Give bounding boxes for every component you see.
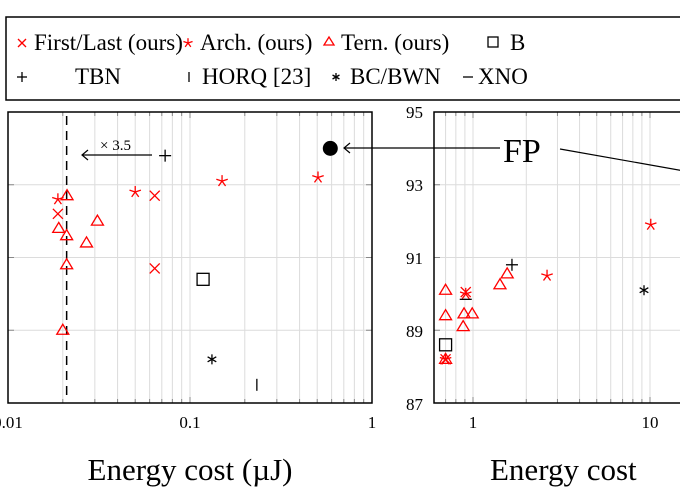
grid <box>434 112 680 403</box>
x-tick-label: 0.1 <box>179 413 200 432</box>
marker-star <box>312 171 324 183</box>
fp-label: FP <box>503 133 541 170</box>
marker-triangle <box>59 228 74 241</box>
series-arch-ours- <box>51 171 324 205</box>
series-b <box>438 338 453 352</box>
marker-x <box>149 262 161 274</box>
marker-star <box>129 186 142 198</box>
marker-triangle <box>438 282 453 295</box>
legend-label-tern: Tern. (ours) <box>341 30 449 55</box>
y-tick-label: 93 <box>406 176 423 195</box>
marker-triangle <box>456 306 472 319</box>
series-bc-bwn <box>207 354 217 365</box>
marker-square <box>487 36 499 48</box>
legend: First/Last (ours) Arch. (ours) Tern. (ou… <box>5 16 680 101</box>
series-tern-ours- <box>51 188 105 335</box>
marker-x <box>149 190 161 202</box>
marker-square <box>438 338 453 352</box>
x-axis-label-right: Energy cost <box>490 452 637 487</box>
marker-triangle <box>55 322 70 335</box>
y-tick-label: 87 <box>406 395 424 414</box>
left-plot <box>7 111 373 404</box>
marker-triangle <box>438 308 453 321</box>
speedup-label: × 3.5 <box>100 138 131 154</box>
fp-annotation: FP <box>343 133 680 171</box>
y-tick-label: 89 <box>406 322 423 341</box>
marker-triangle <box>500 266 515 279</box>
legend-label-bcbwn: BC/BWN <box>350 64 441 89</box>
series-first-last-ours- <box>52 190 161 274</box>
speedup-annotation: × 3.5 <box>81 138 152 161</box>
marker-x <box>17 38 27 48</box>
legend-label-arch: Arch. (ours) <box>200 30 312 55</box>
marker-asterisk <box>639 285 649 296</box>
x-tick-label: 0.01 <box>0 413 23 432</box>
legend-label-first-last: First/Last (ours) <box>34 30 183 55</box>
marker-triangle <box>90 213 105 226</box>
series-arch-ours- <box>439 218 657 365</box>
marker-star <box>183 38 193 48</box>
marker-triangle <box>79 235 94 248</box>
plot-frame <box>433 111 680 404</box>
marker-triangle <box>59 188 75 201</box>
right-plot <box>433 111 680 404</box>
series-b <box>196 272 210 286</box>
marker-plus <box>17 72 27 82</box>
marker-triangle <box>322 35 336 46</box>
plot-frame <box>7 111 373 404</box>
legend-label-xnor: XNO <box>478 64 528 89</box>
marker-triangle <box>456 319 471 332</box>
marker-square <box>196 272 210 286</box>
marker-circle <box>322 140 338 156</box>
legend-label-tbn: TBN <box>75 64 121 89</box>
x-tick-label: 1 <box>469 413 478 432</box>
x-axis-label-left: Energy cost (µJ) <box>88 452 293 487</box>
marker-asterisk <box>332 73 340 81</box>
marker-triangle <box>59 257 74 270</box>
marker-star <box>459 287 472 300</box>
marker-star <box>216 175 228 187</box>
marker-triangle <box>438 352 453 365</box>
x-tick-label: 10 <box>642 413 659 432</box>
marker-plus <box>505 258 518 271</box>
grid <box>8 112 372 403</box>
marker-star <box>541 269 553 281</box>
y-tick-label: 95 <box>406 103 423 122</box>
legend-label-b: B <box>510 30 525 55</box>
marker-plus <box>159 149 172 162</box>
series-fp <box>322 140 338 156</box>
series-tern-ours- <box>438 266 515 365</box>
legend-label-horq: HORQ [23] <box>202 64 311 89</box>
series-tbn <box>159 149 172 162</box>
series-bc-bwn <box>639 285 649 296</box>
legend-box <box>5 16 680 101</box>
marker-triangle <box>492 277 508 290</box>
x-tick-label: 1 <box>368 413 377 432</box>
marker-x <box>52 208 64 220</box>
y-tick-label: 91 <box>406 249 423 268</box>
marker-triangle <box>465 306 480 319</box>
marker-star <box>644 218 657 230</box>
marker-asterisk <box>207 354 217 365</box>
marker-star <box>51 193 64 205</box>
marker-triangle <box>51 221 66 234</box>
series-tbn <box>505 258 518 271</box>
